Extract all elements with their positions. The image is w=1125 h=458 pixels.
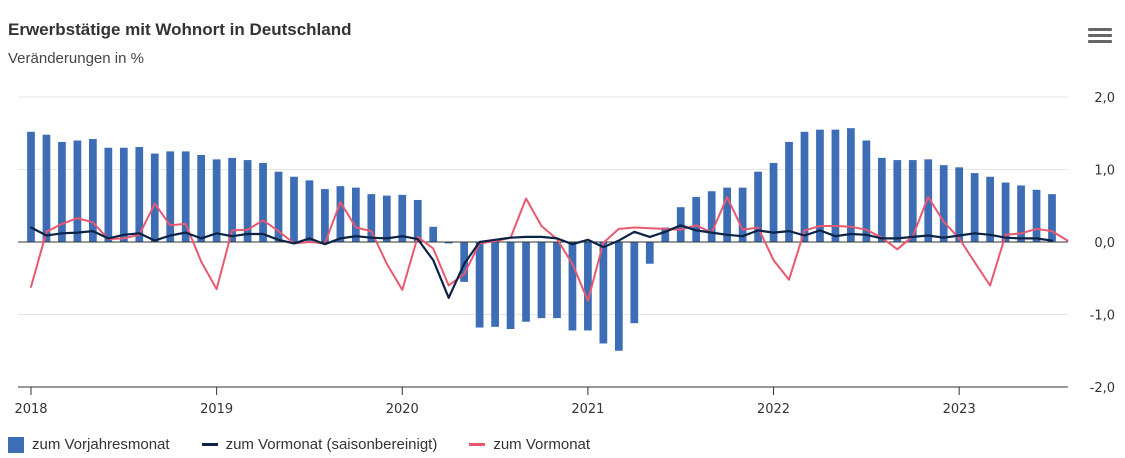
bar [305,180,314,242]
bar [228,157,236,242]
bar [259,162,267,242]
bar [785,141,793,242]
legend-item-vormonat[interactable]: zum Vormonat [469,436,590,453]
y-tick-label: 0,0 [1094,236,1115,251]
tick-labels: 2,0 1,0 0,0 -1,0 -2,0 2018 2019 2020 2021 2022 202… [14,91,1115,417]
x-tick-label: 2020 [386,402,419,417]
bar [491,242,499,327]
bar [336,186,345,242]
y-tick-label: -2,0 [1090,381,1115,396]
bar [599,242,608,344]
y-tick-label: 1,0 [1094,164,1115,179]
bar [89,139,97,242]
bar [1001,182,1010,242]
bar [398,194,407,242]
bar [661,227,670,242]
line-vormonat [30,196,1069,302]
x-tick-label: 2023 [943,402,976,417]
bar [769,162,778,242]
bar [568,242,577,331]
line-vormonat-saisonbereinigt [29,224,1054,299]
bar [1032,189,1041,242]
bar [522,242,530,322]
legend-swatch-bar [8,436,24,453]
bar [754,171,762,242]
bar [413,199,422,242]
bar [630,242,639,324]
chart-plot-area: 2,0 1,0 0,0 -1,0 -2,0 2018 2019 2020 2021 2022 202… [14,91,1115,417]
legend-swatch-line [469,443,486,446]
legend-label: zum Vormonat [493,436,591,453]
bar [847,128,855,242]
x-tick-label: 2018 [14,402,47,417]
bar [150,153,159,242]
bar [104,147,113,242]
bar [893,160,902,242]
chart-subtitle: Veränderungen in % [8,50,144,67]
chart-legend: zum Vorjahresmonat zum Vormonat (saisonb… [8,436,622,453]
bar [367,194,376,242]
bar [692,197,701,242]
x-tick-label: 2019 [200,402,233,417]
bar [553,242,561,319]
legend-label: zum Vorjahresmonat [32,436,170,453]
bar [181,151,190,242]
bar [738,187,747,242]
y-tick-label: -1,0 [1090,309,1115,324]
bar [274,171,283,242]
bar-series-vorjahresmonat [27,128,1056,351]
bar [986,176,994,242]
bar [460,242,469,282]
bar [939,165,948,242]
bar [831,129,840,242]
x-tick-label: 2021 [571,402,604,417]
bar [58,141,66,242]
bar [73,140,82,242]
bar [970,173,979,242]
bar [723,187,732,242]
bar [1048,194,1056,242]
line-series [29,196,1069,302]
bar [1017,185,1025,242]
bar [862,140,871,242]
bar [290,176,298,242]
bar [924,159,933,242]
bar [135,147,144,242]
bar [382,195,391,242]
bar [908,160,917,242]
y-tick-label: 2,0 [1094,91,1115,106]
bar [506,242,515,329]
bar [877,157,886,242]
bar [243,160,252,242]
bar [614,242,623,351]
legend-label: zum Vormonat (saisonbereinigt) [225,436,438,453]
bar [444,242,453,244]
chart-title: Erwerbstätige mit Wohnort in Deutschland [8,20,352,39]
bar [537,242,546,319]
bar [707,191,716,242]
bar [955,167,964,242]
legend-item-vorjahresmonat[interactable]: zum Vorjahresmonat [8,436,170,453]
bar [166,151,175,242]
hamburger-menu-icon[interactable] [1088,28,1112,48]
bar [584,242,592,331]
bar [42,134,51,242]
bar [475,242,484,328]
legend-swatch-line [201,443,218,446]
legend-item-vormonat-saisonbereinigt[interactable]: zum Vormonat (saisonbereinigt) [201,436,438,453]
x-tick-label: 2022 [757,402,790,417]
bar [321,189,329,242]
bar [119,147,128,242]
bar [27,131,35,242]
bar [429,226,438,242]
bar [645,242,654,264]
bar [800,131,809,242]
bar [197,155,206,242]
bar [816,129,824,242]
bar [212,159,221,242]
bar [351,187,360,242]
